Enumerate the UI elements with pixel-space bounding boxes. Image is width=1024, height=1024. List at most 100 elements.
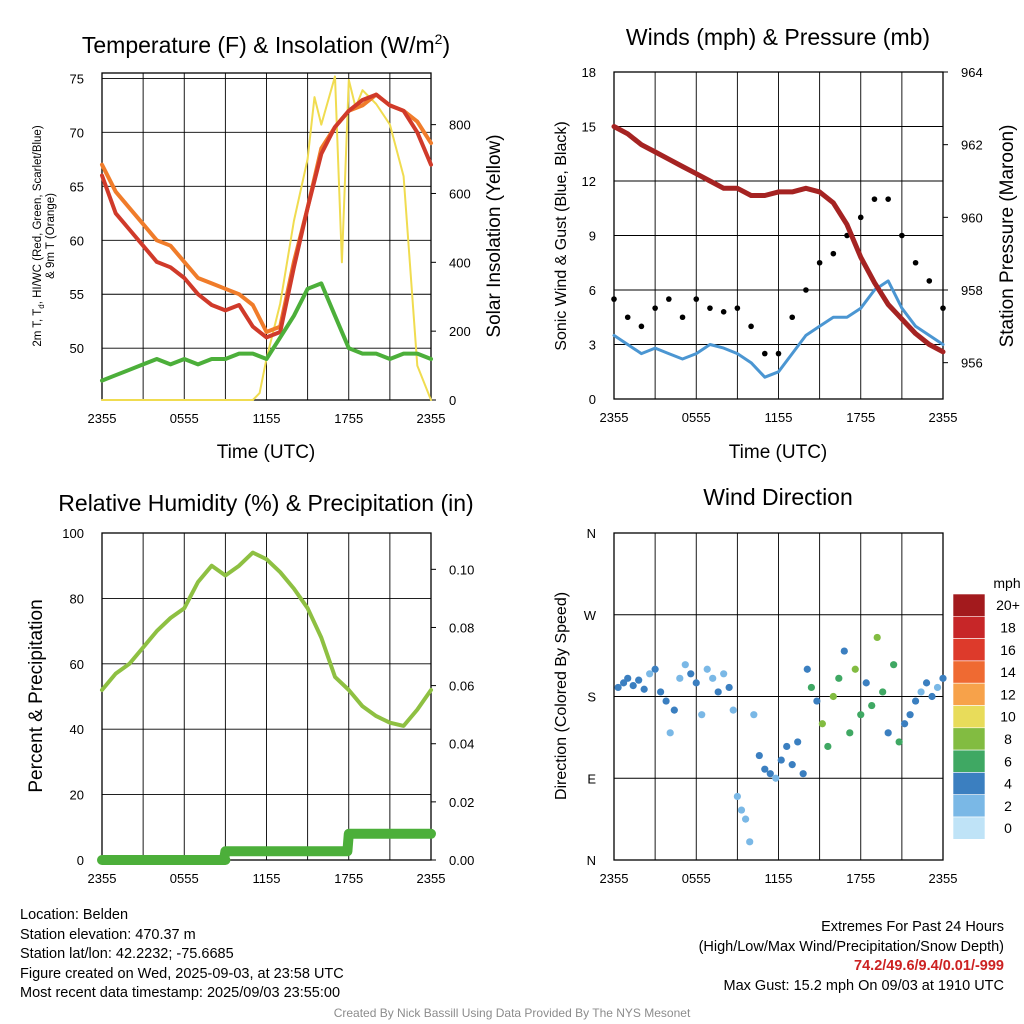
y-right-tick-label: 0.00 — [449, 853, 474, 868]
direction-panel: N E S W N 2355 0555 1155 1755 2355 — [584, 526, 958, 886]
direction-point — [813, 697, 821, 705]
wind-gust-point — [885, 196, 891, 202]
extremes-subtitle: (High/Low/Max Wind/Precipitation/Snow De… — [698, 938, 1004, 955]
colorbar-label: 0 — [1004, 820, 1012, 836]
direction-point — [772, 774, 780, 782]
credit-text: Created By Nick Bassill Using Data Provi… — [333, 1006, 691, 1020]
plot-frame — [101, 72, 432, 401]
colorbar-swatch — [952, 593, 986, 617]
created-text: Figure created on Wed, 2025-09-03, at 23… — [20, 965, 344, 982]
pressure-line — [611, 124, 946, 355]
y-right-tick-label: 956 — [961, 356, 983, 371]
x-tick-label: 2355 — [417, 411, 446, 426]
direction-ylabel-left: Direction (Colored By Speed) — [553, 592, 570, 800]
wind-gust-point — [789, 314, 796, 321]
y-tick-label: 70 — [70, 125, 84, 140]
direction-point — [868, 701, 876, 710]
y-tick-label: E — [587, 771, 596, 786]
direction-point — [635, 676, 643, 684]
direction-point — [709, 674, 717, 682]
x-tick-label: 1755 — [846, 410, 875, 425]
latlon-text: Station lat/lon: 42.2232; -75.6685 — [20, 946, 234, 962]
temperature-ylabel-right: Solar Insolation (Yellow) — [484, 134, 505, 337]
direction-point — [742, 815, 750, 823]
direction-point — [840, 647, 848, 655]
direction-point — [824, 742, 832, 751]
direction-point — [746, 838, 754, 846]
colorbar-swatch — [952, 615, 986, 639]
y-tick-label: 18 — [582, 65, 596, 80]
winds-title: Winds (mph) & Pressure (mb) — [626, 24, 930, 50]
colorbar-title: mph — [993, 575, 1020, 591]
y-tick-label: 0 — [589, 392, 596, 407]
direction-point — [629, 682, 637, 690]
wind-gust-point — [830, 250, 837, 257]
direction-point — [922, 679, 931, 687]
direction-point — [890, 661, 898, 669]
x-tick-label: 1755 — [846, 871, 875, 886]
x-tick-label: 2355 — [929, 410, 958, 425]
y-tick-label: 12 — [582, 174, 596, 189]
humidity-ylabel-left: Percent & Precipitation — [26, 599, 47, 792]
colorbar-label: 2 — [1004, 798, 1012, 814]
wind-gust-point — [899, 232, 905, 239]
direction-point — [698, 711, 706, 719]
direction-point — [761, 765, 769, 773]
x-tick-label: 1155 — [253, 411, 281, 426]
y-tick-label: 100 — [62, 526, 84, 541]
direction-point — [799, 770, 807, 778]
direction-point — [733, 792, 741, 801]
y-tick-label: 0 — [77, 853, 84, 868]
direction-point — [624, 674, 632, 682]
y-right-tick-label: 0.10 — [449, 562, 474, 577]
y-right-tick-label: 960 — [961, 210, 983, 225]
wind-gust-point — [761, 350, 768, 357]
direction-point — [862, 679, 870, 687]
colorbar-swatch — [952, 682, 986, 706]
y-tick-label: S — [587, 690, 596, 705]
direction-point — [666, 729, 674, 737]
direction-point — [873, 633, 881, 642]
colorbar-swatch — [952, 749, 986, 773]
y-tick-label: 40 — [70, 722, 84, 737]
winds-panel: 0 3 6 9 12 15 18 956 958 960 962 964 2355 0555 1155 175… — [582, 65, 983, 425]
x-tick-label: 1155 — [765, 410, 793, 425]
direction-point — [657, 688, 665, 696]
dewpoint-line — [100, 281, 433, 383]
wind-gust-point — [720, 309, 727, 315]
wind-gust-point — [775, 350, 782, 357]
wind-gust-point — [652, 305, 658, 311]
temp-2m-line — [100, 92, 433, 340]
direction-point — [692, 679, 700, 687]
direction-point — [803, 665, 811, 673]
x-tick-label: 2355 — [88, 871, 117, 886]
direction-point — [729, 706, 737, 714]
y-tick-label: 80 — [70, 591, 84, 606]
wind-gust-point — [748, 323, 754, 330]
precip-line — [97, 828, 436, 865]
y-right-tick-label: 964 — [961, 65, 983, 80]
direction-point — [835, 674, 843, 682]
y-right-tick-label: 0.06 — [449, 679, 474, 694]
colorbar-swatch — [952, 660, 986, 684]
x-tick-label: 0555 — [170, 411, 199, 426]
colorbar-label: 12 — [1000, 686, 1016, 702]
direction-point — [737, 806, 746, 814]
wind-gust-point — [912, 259, 919, 266]
y-right-tick-label: 0.08 — [449, 620, 474, 635]
wind-gust-point — [816, 259, 823, 266]
colorbar-label: 20+ — [996, 597, 1020, 613]
y-tick-label: 15 — [582, 120, 596, 135]
colorbar-label: 6 — [1004, 753, 1012, 769]
colorbar-swatch — [952, 772, 986, 796]
x-tick-label: 1155 — [765, 871, 793, 886]
temperature-panel: 50 55 60 65 70 75 0 200 400 600 800 2355 0555 1155 175… — [70, 71, 471, 426]
colorbar-label: 14 — [1000, 664, 1016, 680]
station-info: Location: Belden Station elevation: 470.… — [20, 906, 344, 1004]
y-tick-label: 60 — [70, 233, 84, 248]
temperature-ylabel-left-line2: & 9m T (Orange) — [45, 193, 57, 279]
y-tick-label: N — [587, 526, 596, 541]
humidity-title: Relative Humidity (%) & Precipitation (i… — [58, 490, 473, 516]
x-tick-label: 2355 — [600, 871, 629, 886]
x-tick-label: 1755 — [334, 871, 363, 886]
